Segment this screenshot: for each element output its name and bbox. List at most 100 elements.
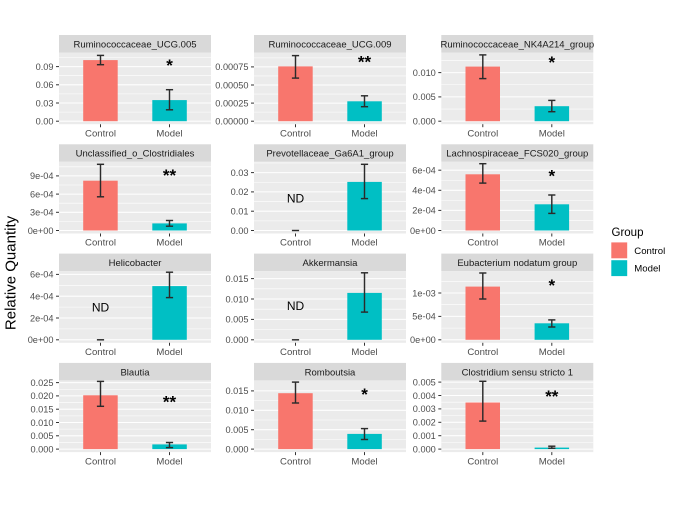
svg-text:Control: Control: [280, 347, 311, 358]
svg-text:*: *: [169, 166, 176, 185]
svg-text:Prevotellaceae_Ga6A1_group: Prevotellaceae_Ga6A1_group: [266, 149, 393, 160]
svg-text:Model: Model: [351, 238, 377, 249]
svg-text:Model: Model: [539, 347, 565, 358]
svg-text:Ruminococcaceae_UCG.009: Ruminococcaceae_UCG.009: [268, 39, 391, 50]
svg-text:*: *: [545, 387, 552, 406]
svg-text:Control: Control: [280, 128, 311, 139]
svg-text:Helicobacter: Helicobacter: [109, 258, 162, 269]
svg-text:0.000: 0.000: [31, 444, 54, 454]
svg-text:*: *: [548, 276, 555, 295]
svg-text:0.00: 0.00: [231, 226, 249, 236]
svg-text:Control: Control: [85, 128, 116, 139]
svg-text:1e-03: 1e-03: [412, 288, 436, 298]
svg-text:3e-04: 3e-04: [30, 208, 54, 218]
svg-text:Control: Control: [634, 246, 665, 257]
svg-text:0.000: 0.000: [413, 444, 436, 454]
svg-text:6e-04: 6e-04: [30, 189, 54, 199]
svg-text:0e+00: 0e+00: [410, 335, 436, 345]
svg-text:2e-04: 2e-04: [412, 206, 436, 216]
svg-text:0.001: 0.001: [413, 431, 436, 441]
svg-text:0.015: 0.015: [226, 386, 249, 396]
svg-text:Model: Model: [539, 238, 565, 249]
svg-text:ND: ND: [92, 300, 110, 314]
svg-text:6e-04: 6e-04: [412, 166, 436, 176]
svg-text:0e+00: 0e+00: [410, 226, 436, 236]
svg-text:0.004: 0.004: [413, 391, 436, 401]
svg-text:Control: Control: [85, 347, 116, 358]
svg-text:0.002: 0.002: [413, 418, 436, 428]
svg-text:Relative Quantity: Relative Quantity: [3, 215, 20, 330]
svg-text:0.09: 0.09: [36, 62, 54, 72]
svg-text:0.005: 0.005: [413, 377, 436, 387]
svg-text:0.03: 0.03: [36, 98, 54, 108]
svg-text:*: *: [548, 167, 555, 186]
svg-text:0.005: 0.005: [413, 92, 436, 102]
svg-text:0.00050: 0.00050: [215, 80, 248, 90]
svg-text:Model: Model: [156, 347, 182, 358]
svg-text:Eubacterium nodatum group: Eubacterium nodatum group: [457, 258, 577, 269]
svg-text:0.005: 0.005: [31, 431, 54, 441]
svg-text:Ruminococcaceae_NK4A214_group: Ruminococcaceae_NK4A214_group: [440, 39, 594, 50]
svg-text:Model: Model: [539, 456, 565, 467]
svg-text:*: *: [163, 166, 170, 185]
svg-text:Control: Control: [280, 456, 311, 467]
svg-text:*: *: [169, 393, 176, 412]
svg-text:2e-04: 2e-04: [30, 313, 54, 323]
svg-text:Blautia: Blautia: [120, 367, 150, 378]
svg-text:Group: Group: [612, 227, 644, 239]
svg-text:Unclassified_o_Clostridiales: Unclassified_o_Clostridiales: [76, 149, 195, 160]
svg-text:0.02: 0.02: [231, 187, 249, 197]
svg-text:0.010: 0.010: [226, 294, 249, 304]
svg-text:Ruminococcaceae_UCG.005: Ruminococcaceae_UCG.005: [73, 39, 196, 50]
svg-text:0.00000: 0.00000: [215, 117, 248, 127]
svg-text:*: *: [548, 53, 555, 72]
svg-text:0e+00: 0e+00: [28, 226, 54, 236]
svg-text:Control: Control: [467, 456, 498, 467]
svg-text:Model: Model: [156, 128, 182, 139]
svg-text:0.06: 0.06: [36, 80, 54, 90]
svg-text:0.000: 0.000: [226, 444, 249, 454]
svg-text:Control: Control: [85, 456, 116, 467]
svg-text:0.003: 0.003: [413, 404, 436, 414]
svg-text:Model: Model: [351, 347, 377, 358]
svg-text:4e-04: 4e-04: [30, 292, 54, 302]
svg-text:Control: Control: [280, 238, 311, 249]
svg-text:Akkermansia: Akkermansia: [303, 258, 359, 269]
svg-text:*: *: [166, 56, 173, 75]
svg-text:Romboutsia: Romboutsia: [305, 367, 356, 378]
svg-text:0.00075: 0.00075: [215, 62, 248, 72]
svg-text:Clostridium sensu stricto 1: Clostridium sensu stricto 1: [462, 367, 573, 378]
svg-text:*: *: [361, 385, 368, 404]
svg-text:Model: Model: [634, 264, 660, 275]
svg-text:ND: ND: [287, 299, 305, 313]
svg-text:Lachnospiraceae_FCS020_group: Lachnospiraceae_FCS020_group: [446, 149, 588, 160]
svg-text:0.010: 0.010: [31, 418, 54, 428]
svg-text:Control: Control: [467, 347, 498, 358]
svg-text:*: *: [552, 387, 559, 406]
svg-text:0.015: 0.015: [31, 405, 54, 415]
svg-text:0.00: 0.00: [36, 117, 54, 127]
svg-text:ND: ND: [287, 191, 305, 205]
svg-text:Control: Control: [467, 128, 498, 139]
svg-text:0.000: 0.000: [226, 335, 249, 345]
svg-text:Model: Model: [156, 238, 182, 249]
svg-text:0.005: 0.005: [226, 315, 249, 325]
svg-text:*: *: [358, 52, 365, 71]
svg-text:*: *: [364, 52, 371, 71]
svg-text:4e-04: 4e-04: [412, 186, 436, 196]
svg-text:0.005: 0.005: [226, 425, 249, 435]
svg-text:0.00025: 0.00025: [215, 98, 248, 108]
svg-text:Control: Control: [85, 238, 116, 249]
svg-text:0.015: 0.015: [226, 274, 249, 284]
svg-text:Control: Control: [467, 238, 498, 249]
svg-text:0e+00: 0e+00: [28, 335, 54, 345]
svg-text:Model: Model: [156, 456, 182, 467]
svg-text:0.010: 0.010: [226, 406, 249, 416]
svg-text:Model: Model: [539, 128, 565, 139]
svg-text:0.010: 0.010: [413, 68, 436, 78]
svg-text:9e-04: 9e-04: [30, 171, 54, 181]
svg-text:Model: Model: [351, 456, 377, 467]
svg-text:0.025: 0.025: [31, 378, 54, 388]
svg-text:*: *: [163, 393, 170, 412]
svg-text:0.03: 0.03: [231, 168, 249, 178]
